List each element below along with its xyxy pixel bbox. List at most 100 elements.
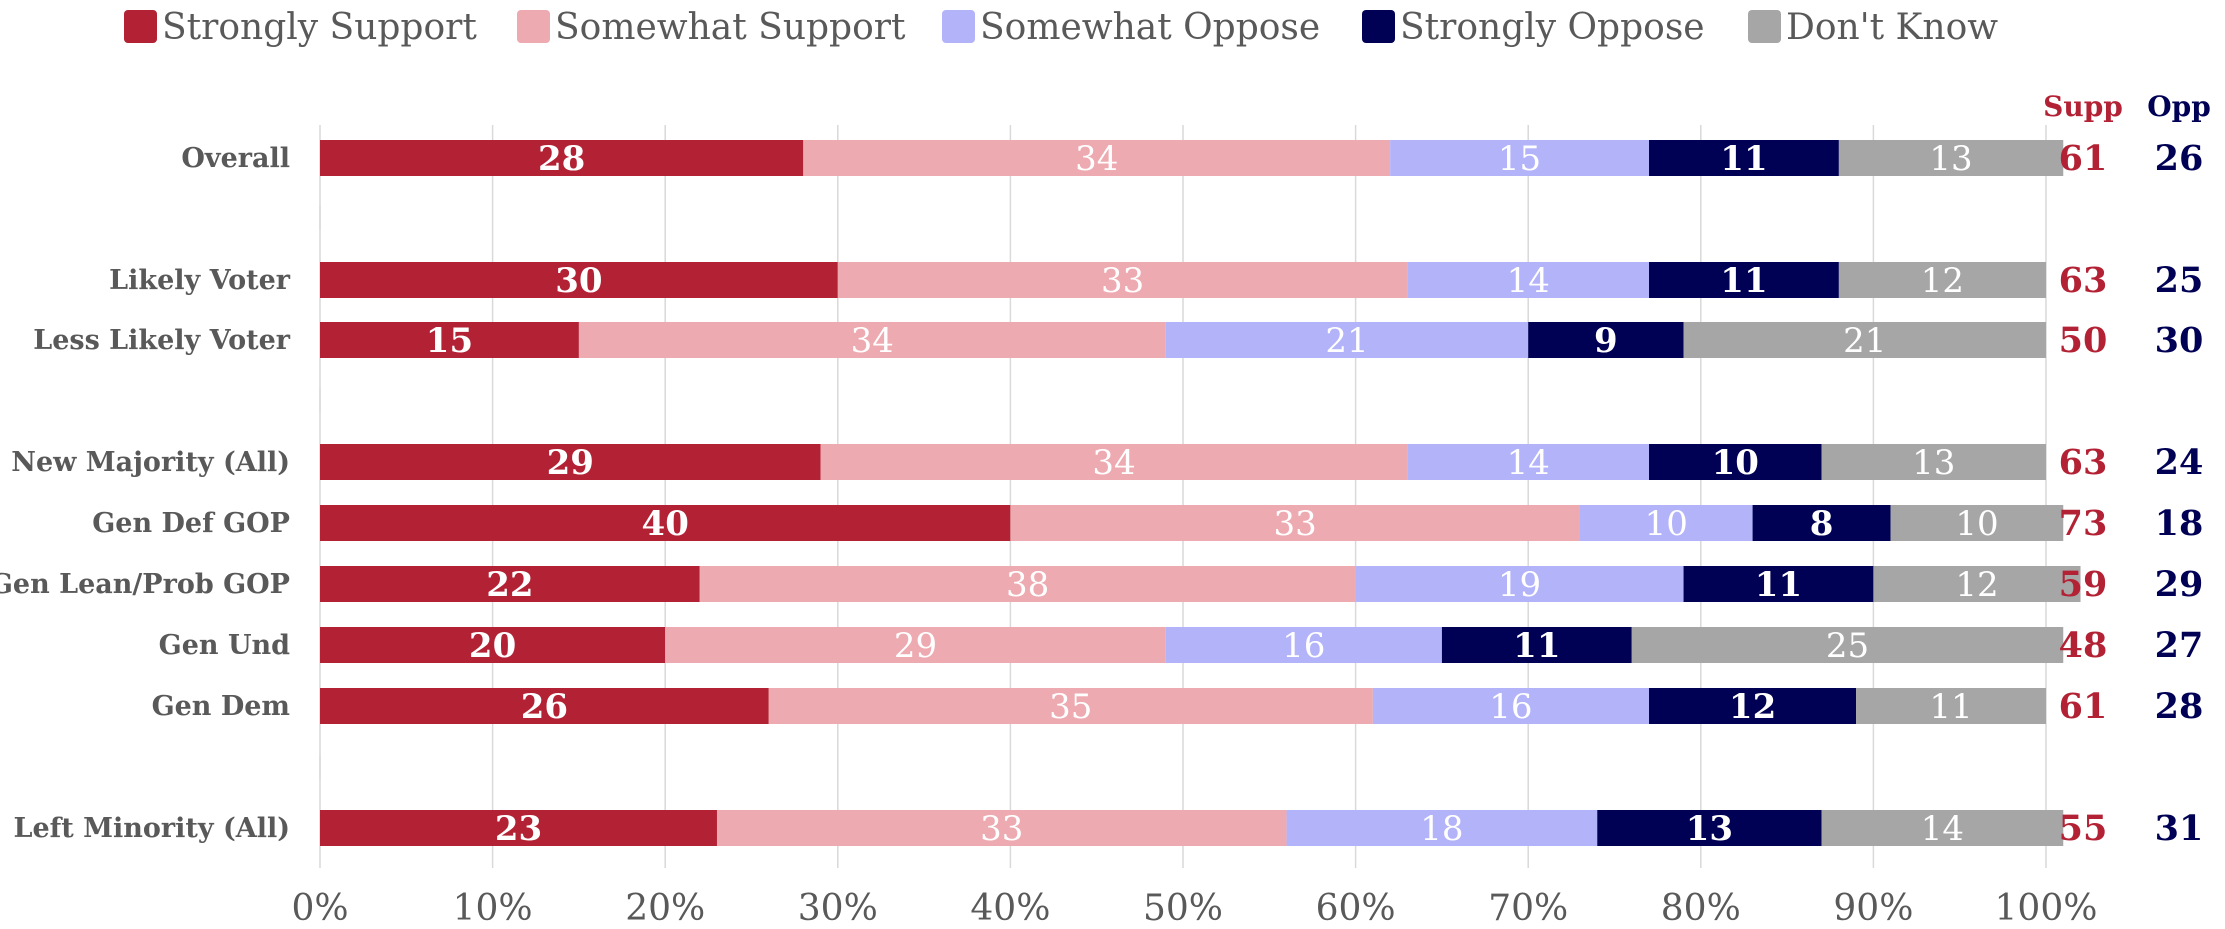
bar-segment-strongly-support <box>320 444 821 480</box>
category-label: Less Likely Voter <box>33 325 291 356</box>
category-label: New Majority (All) <box>11 447 290 478</box>
x-tick-label: 70% <box>1488 888 1568 929</box>
bar-segment-somewhat-support <box>716 810 1287 846</box>
data-label-strongly-oppose: 11 <box>1720 139 1767 179</box>
bar-segment-strongly-oppose <box>1649 140 1839 176</box>
data-label-somewhat-oppose: 21 <box>1325 321 1368 361</box>
category-label: Gen Dem <box>152 691 290 722</box>
supp-total: 63 <box>2059 260 2108 301</box>
legend-swatch-somewhat-oppose <box>942 10 975 43</box>
x-tick-label: 20% <box>625 888 705 929</box>
data-label-somewhat-support: 34 <box>1092 443 1135 483</box>
bar-segment-strongly-oppose <box>1597 810 1822 846</box>
bar-segment-somewhat-oppose <box>1372 688 1650 724</box>
bar-segment-strongly-oppose <box>1528 322 1684 358</box>
bar-segment-somewhat-oppose <box>1407 444 1650 480</box>
bar-segment-somewhat-support <box>768 688 1373 724</box>
x-tick-label: 10% <box>453 888 533 929</box>
bar-segment-strongly-oppose <box>1649 262 1839 298</box>
legend-swatch-somewhat-support <box>517 10 550 43</box>
category-labels: Overall Likely Voter Less Likely Voter New … <box>0 143 291 844</box>
x-tick-label: 50% <box>1143 888 1223 929</box>
x-tick-label: 30% <box>798 888 878 929</box>
data-label-strongly-oppose: 11 <box>1755 565 1802 605</box>
supp-total: 63 <box>2059 442 2108 483</box>
bar-segment-somewhat-oppose <box>1286 810 1598 846</box>
opp-header: Opp <box>2147 90 2211 123</box>
opp-total: 27 <box>2155 625 2204 666</box>
bar-row-gen-und: 20 29 16 11 25 <box>320 626 2064 666</box>
data-label-strongly-support: 29 <box>547 443 594 483</box>
data-label-don-t-know: 12 <box>1921 261 1964 301</box>
data-label-strongly-oppose: 12 <box>1729 687 1776 727</box>
bar-segment-strongly-support <box>320 627 666 663</box>
data-label-don-t-know: 13 <box>1929 139 1972 179</box>
data-label-strongly-oppose: 9 <box>1594 321 1618 361</box>
bar-segment-strongly-oppose <box>1649 688 1857 724</box>
bar-segment-don-t-know <box>1856 688 2046 724</box>
opp-total: 28 <box>2155 686 2204 727</box>
data-label-somewhat-support: 33 <box>1274 504 1317 544</box>
totals-columns: Supp Opp 61 26 63 25 50 30 63 24 73 18 59 29 48 27 61 28 5… <box>2043 90 2211 849</box>
data-label-don-t-know: 11 <box>1929 687 1972 727</box>
opp-total: 25 <box>2155 260 2204 301</box>
x-tick-label: 100% <box>1995 888 2098 929</box>
data-label-strongly-support: 30 <box>555 261 602 301</box>
legend-label-strongly-oppose: Strongly Oppose <box>1400 7 1705 48</box>
legend-label-strongly-support: Strongly Support <box>162 7 477 48</box>
legend-swatch-strongly-oppose <box>1362 10 1395 43</box>
data-label-somewhat-support: 29 <box>894 626 937 666</box>
bar-row-less-likely-voter: 15 34 21 9 21 <box>320 321 2046 361</box>
data-label-somewhat-support: 34 <box>1075 139 1118 179</box>
bar-segment-don-t-know <box>1683 322 2046 358</box>
supp-total: 73 <box>2059 503 2108 544</box>
bar-segment-don-t-know <box>1821 810 2064 846</box>
bar-segment-don-t-know <box>1890 505 2064 541</box>
data-label-somewhat-oppose: 16 <box>1489 687 1532 727</box>
bar-segment-somewhat-support <box>699 566 1356 602</box>
legend: Strongly Support Somewhat Support Somewhat… <box>124 7 1998 48</box>
supp-total: 50 <box>2059 320 2108 361</box>
data-label-strongly-oppose: 8 <box>1810 504 1834 544</box>
data-label-somewhat-oppose: 14 <box>1507 443 1550 483</box>
x-tick-label: 60% <box>1316 888 1396 929</box>
data-label-somewhat-support: 33 <box>980 809 1023 849</box>
category-label: Overall <box>181 143 290 174</box>
data-label-don-t-know: 25 <box>1826 626 1869 666</box>
category-label: Left Minority (All) <box>14 813 291 844</box>
legend-label-don-t-know: Don't Know <box>1786 7 1998 48</box>
legend-label-somewhat-oppose: Somewhat Oppose <box>980 7 1320 48</box>
supp-total: 61 <box>2059 138 2108 179</box>
bar-row-likely-voter: 30 33 14 11 12 <box>320 261 2046 301</box>
data-label-somewhat-oppose: 16 <box>1282 626 1325 666</box>
bar-row-overall: 28 34 15 11 13 <box>320 139 2064 179</box>
supp-total: 55 <box>2059 808 2108 849</box>
legend-swatch-don-t-know <box>1748 10 1781 43</box>
data-label-strongly-support: 23 <box>495 809 542 849</box>
supp-total: 48 <box>2059 625 2108 666</box>
legend-label-somewhat-support: Somewhat Support <box>555 7 906 48</box>
bar-segment-don-t-know <box>1631 627 2064 663</box>
data-label-somewhat-oppose: 15 <box>1498 139 1541 179</box>
data-label-strongly-support: 22 <box>486 565 533 605</box>
data-label-somewhat-support: 35 <box>1049 687 1092 727</box>
data-label-strongly-support: 26 <box>521 687 568 727</box>
bar-row-gen-lean-prob-gop: 22 38 19 11 12 <box>320 565 2081 605</box>
opp-total: 18 <box>2155 503 2204 544</box>
data-label-strongly-oppose: 10 <box>1712 443 1759 483</box>
gridlines <box>319 125 2047 868</box>
bar-segment-somewhat-support <box>820 444 1408 480</box>
bar-segment-somewhat-oppose <box>1579 505 1753 541</box>
x-tick-label: 40% <box>970 888 1050 929</box>
data-label-strongly-support: 20 <box>469 626 516 666</box>
data-label-strongly-support: 28 <box>538 139 585 179</box>
legend-swatch-strongly-support <box>124 10 157 43</box>
opp-total: 30 <box>2155 320 2204 361</box>
bar-segment-somewhat-oppose <box>1390 140 1650 176</box>
x-tick-label: 80% <box>1661 888 1741 929</box>
data-label-don-t-know: 10 <box>1955 504 1998 544</box>
supp-total: 59 <box>2059 564 2108 605</box>
bar-row-gen-dem: 26 35 16 12 11 <box>320 687 2046 727</box>
bar-row-gen-def-gop: 40 33 10 8 10 <box>320 504 2064 544</box>
